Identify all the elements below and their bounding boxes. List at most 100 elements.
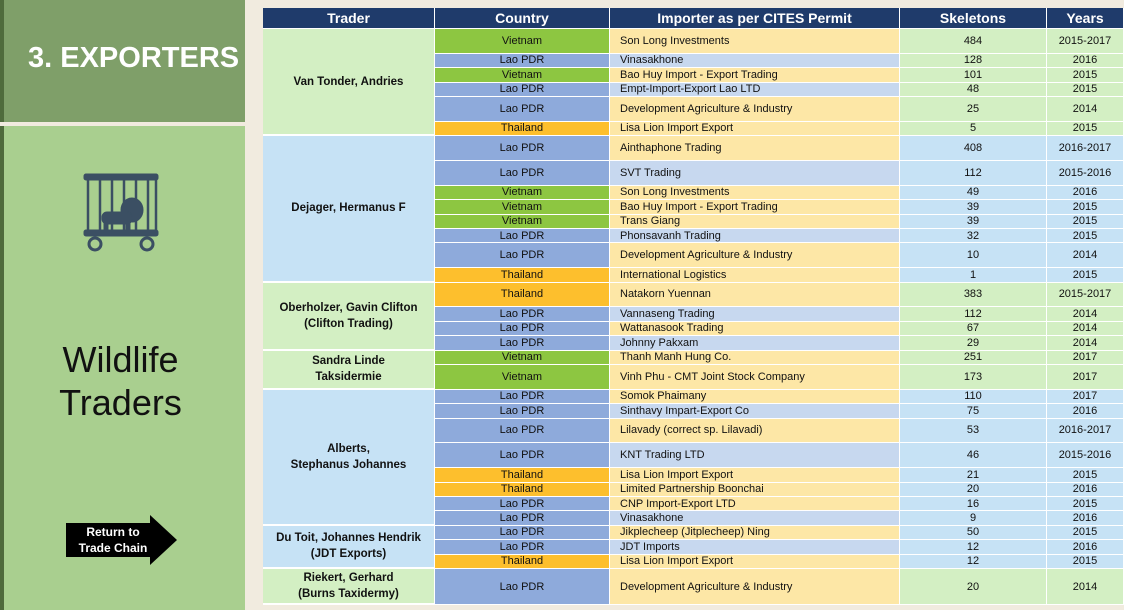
importer-cell: Son Long Investments — [610, 29, 900, 54]
years-cell: 2016-2017 — [1047, 136, 1124, 161]
button-line[interactable]: Trade Chain — [78, 541, 148, 555]
years-cell: 2015 — [1047, 121, 1124, 137]
importer-cell: Ainthaphone Trading — [610, 136, 900, 161]
trader-cell: Dejager, Hermanus F — [263, 136, 435, 283]
trader-name: (Clifton Trading) — [304, 317, 393, 330]
button-label[interactable]: Return to Trade Chain — [70, 524, 156, 556]
importer-cell: Vinasakhone — [610, 511, 900, 526]
importer-cell: Lisa Lion Import Export — [610, 121, 900, 137]
country-cell: Vietnam — [435, 29, 610, 54]
trader-name: Dejager, Hermanus F — [291, 202, 406, 215]
importer-cell: SVT Trading — [610, 161, 900, 186]
skeletons-cell: 50 — [900, 525, 1047, 541]
country-cell: Lao PDR — [435, 307, 610, 322]
years-cell: 2016 — [1047, 511, 1124, 526]
column-header: Skeletons — [900, 8, 1047, 29]
country-cell: Thailand — [435, 282, 610, 308]
importer-cell: Lisa Lion Import Export — [610, 468, 900, 483]
importer-cell: Development Agriculture & Industry — [610, 569, 900, 605]
importer-cell: Vinasakhone — [610, 53, 900, 69]
trader-name: Du Toit, Johannes Hendrik — [276, 532, 421, 545]
skeletons-cell: 12 — [900, 540, 1047, 555]
skeletons-cell: 49 — [900, 185, 1047, 201]
column-header: Importer as per CITES Permit — [610, 8, 900, 29]
skeletons-cell: 9 — [900, 511, 1047, 526]
years-cell: 2015 — [1047, 200, 1124, 215]
trader-cell: Riekert, Gerhard (Burns Taxidermy) — [263, 569, 435, 605]
skeletons-cell: 12 — [900, 554, 1047, 569]
years-cell: 2015-2016 — [1047, 161, 1124, 186]
years-cell: 2016 — [1047, 53, 1124, 69]
country-cell: Lao PDR — [435, 97, 610, 122]
importer-cell: Lisa Lion Import Export — [610, 554, 900, 569]
years-cell: 2014 — [1047, 336, 1124, 351]
skeletons-cell: 25 — [900, 97, 1047, 122]
sidebar-header: 3. EXPORTERS — [0, 0, 245, 122]
country-cell: Lao PDR — [435, 82, 610, 97]
skeletons-cell: 5 — [900, 121, 1047, 137]
skeletons-cell: 32 — [900, 229, 1047, 244]
skeletons-cell: 383 — [900, 282, 1047, 308]
country-cell: Vietnam — [435, 350, 610, 365]
importer-cell: Vinh Phu - CMT Joint Stock Company — [610, 365, 900, 390]
country-cell: Thailand — [435, 121, 610, 137]
skeletons-cell: 67 — [900, 321, 1047, 337]
country-cell: Thailand — [435, 554, 610, 569]
years-cell: 2015-2017 — [1047, 282, 1124, 308]
skeletons-cell: 408 — [900, 136, 1047, 161]
trader-name: Taksidermie — [315, 371, 382, 384]
country-cell: Lao PDR — [435, 497, 610, 512]
skeletons-cell: 1 — [900, 268, 1047, 283]
importer-cell: Son Long Investments — [610, 185, 900, 201]
years-cell: 2014 — [1047, 569, 1124, 605]
years-cell: 2014 — [1047, 243, 1124, 269]
trader-name: Riekert, Gerhard — [303, 572, 394, 584]
skeletons-cell: 20 — [900, 569, 1047, 605]
years-cell: 2015 — [1047, 229, 1124, 244]
country-cell: Thailand — [435, 468, 610, 483]
years-cell: 2016-2017 — [1047, 418, 1124, 444]
trader-cell: Du Toit, Johannes Hendrik (JDT Exports) — [263, 525, 435, 569]
trader-name: (JDT Exports) — [310, 548, 387, 561]
years-cell: 2016 — [1047, 404, 1124, 419]
country-cell: Lao PDR — [435, 321, 610, 337]
arrow-shape — [66, 515, 177, 565]
years-cell: 2016 — [1047, 482, 1124, 497]
skeletons-cell: 101 — [900, 68, 1047, 83]
years-cell: 2014 — [1047, 307, 1124, 322]
button-line[interactable]: Return to — [86, 525, 140, 539]
country-cell: Lao PDR — [435, 161, 610, 186]
skeletons-cell: 112 — [900, 161, 1047, 186]
skeletons-cell: 21 — [900, 468, 1047, 483]
importer-cell: Thanh Manh Hung Co. — [610, 350, 900, 365]
years-cell: 2015-2017 — [1047, 29, 1124, 54]
years-cell: 2015 — [1047, 214, 1124, 229]
country-cell: Thailand — [435, 482, 610, 497]
years-cell: 2017 — [1047, 350, 1124, 365]
country-cell: Lao PDR — [435, 443, 610, 469]
skeletons-cell: 53 — [900, 418, 1047, 444]
importer-cell: International Logistics — [610, 268, 900, 283]
trader-name: Oberholzer, Gavin Clifton — [279, 301, 418, 314]
skeletons-cell: 128 — [900, 53, 1047, 69]
trader-name: Van Tonder, Andries — [293, 75, 404, 88]
importer-cell: Empt-Import-Export Lao LTD — [610, 82, 900, 97]
country-cell: Lao PDR — [435, 540, 610, 555]
return-button[interactable]: Return to Trade Chain — [66, 515, 178, 565]
country-cell: Lao PDR — [435, 525, 610, 541]
country-cell: Vietnam — [435, 185, 610, 201]
importer-cell: Trans Giang — [610, 214, 900, 229]
importer-cell: Somok Phaimany — [610, 389, 900, 405]
importer-cell: Natakorn Yuennan — [610, 282, 900, 308]
sidebar-subtitle: Wildlife Traders — [59, 339, 182, 423]
country-cell: Vietnam — [435, 214, 610, 229]
country-cell: Lao PDR — [435, 569, 610, 605]
country-cell: Lao PDR — [435, 389, 610, 405]
importer-cell: Phonsavanh Trading — [610, 229, 900, 244]
importer-cell: Bao Huy Import - Export Trading — [610, 200, 900, 215]
importer-cell: KNT Trading LTD — [610, 443, 900, 469]
skeletons-cell: 20 — [900, 482, 1047, 497]
years-cell: 2016 — [1047, 540, 1124, 555]
skeletons-cell: 29 — [900, 336, 1047, 351]
section-title: 3. EXPORTERS — [28, 42, 240, 74]
